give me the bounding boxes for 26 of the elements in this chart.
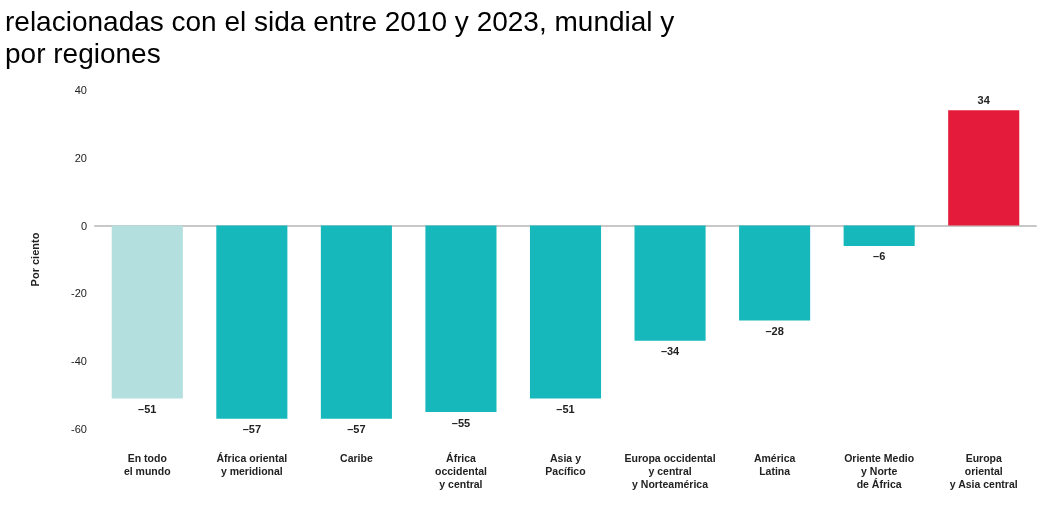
data-label: –55 bbox=[451, 416, 471, 429]
data-label: –51 bbox=[138, 402, 157, 415]
data-label: –34 bbox=[660, 345, 681, 358]
y-tick-label: 40 bbox=[74, 84, 87, 96]
data-label: 34 bbox=[977, 93, 991, 106]
chart-title: relacionadas con el sida entre 2010 y 2023, mundial y por regiones bbox=[5, 5, 675, 69]
data-label: –57 bbox=[242, 423, 262, 436]
x-tick-label: Europa oriental y Asia central bbox=[949, 451, 1018, 490]
data-label: –51 bbox=[556, 402, 575, 415]
x-tick-label: Oriente Medio y Norte de África bbox=[844, 451, 915, 490]
y-axis-title: Por ciento bbox=[28, 232, 41, 287]
x-tick-label: Asia y Pacífico bbox=[545, 451, 586, 477]
data-label: –6 bbox=[873, 250, 886, 263]
x-tick-label: América Latina bbox=[753, 451, 796, 477]
y-tick-label: -60 bbox=[71, 423, 87, 435]
y-tick-label: 20 bbox=[74, 151, 87, 164]
y-tick-label: 0 bbox=[80, 219, 87, 232]
data-label: –57 bbox=[347, 423, 366, 436]
data-label: –28 bbox=[765, 325, 784, 338]
y-tick-label: -40 bbox=[71, 355, 87, 368]
x-tick-label: África oriental y meridional bbox=[216, 451, 288, 477]
x-tick-label: Caribe bbox=[340, 451, 373, 464]
y-tick-label: -20 bbox=[71, 287, 87, 300]
x-tick-label: En todo el mundo bbox=[123, 451, 171, 477]
x-tick-label: África occidental y central bbox=[434, 451, 487, 490]
x-tick-label: Europa occidental y central y Norteamérica bbox=[624, 451, 716, 490]
